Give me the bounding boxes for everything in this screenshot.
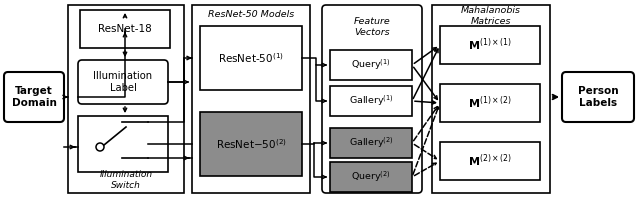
Text: ResNet-50$^{(1)}$: ResNet-50$^{(1)}$: [218, 51, 284, 65]
Text: ResNet$-$50$^{(2)}$: ResNet$-$50$^{(2)}$: [216, 137, 287, 151]
Bar: [80, 10, 170, 48]
Text: Gallery$^{(2)}$: Gallery$^{(2)}$: [349, 136, 394, 150]
Text: Gallery$^{(1)}$: Gallery$^{(1)}$: [349, 94, 394, 108]
Text: Person
Labels: Person Labels: [578, 86, 618, 108]
Bar: [200, 112, 302, 176]
Text: Illumination
Switch: Illumination Switch: [99, 170, 152, 190]
Bar: [432, 5, 550, 193]
Bar: [68, 5, 184, 193]
Text: $\mathbf{M}^{(2)\times(2)}$: $\mathbf{M}^{(2)\times(2)}$: [468, 153, 512, 169]
Text: Illumination
Label: Illumination Label: [93, 71, 152, 93]
Bar: [330, 128, 412, 158]
Text: ResNet-18: ResNet-18: [98, 24, 152, 34]
Bar: [200, 26, 302, 90]
Text: Feature
Vectors: Feature Vectors: [354, 17, 390, 37]
Text: ResNet-50 Models: ResNet-50 Models: [208, 9, 294, 19]
Bar: [330, 162, 412, 192]
Bar: [78, 116, 168, 172]
Bar: [330, 50, 412, 80]
Text: Query$^{(2)}$: Query$^{(2)}$: [351, 170, 391, 184]
FancyBboxPatch shape: [562, 72, 634, 122]
FancyBboxPatch shape: [322, 5, 422, 193]
Bar: [330, 86, 412, 116]
Bar: [440, 26, 540, 64]
Bar: [192, 5, 310, 193]
Text: Mahalanobis
Matrices: Mahalanobis Matrices: [461, 6, 521, 26]
Text: Query$^{(1)}$: Query$^{(1)}$: [351, 58, 391, 72]
Text: $\mathbf{M}^{(1)\times(2)}$: $\mathbf{M}^{(1)\times(2)}$: [468, 95, 512, 111]
Bar: [440, 84, 540, 122]
FancyBboxPatch shape: [4, 72, 64, 122]
Text: Target
Domain: Target Domain: [12, 86, 56, 108]
FancyBboxPatch shape: [78, 60, 168, 104]
Bar: [440, 142, 540, 180]
Text: $\mathbf{M}^{(1)\times(1)}$: $\mathbf{M}^{(1)\times(1)}$: [468, 37, 512, 53]
